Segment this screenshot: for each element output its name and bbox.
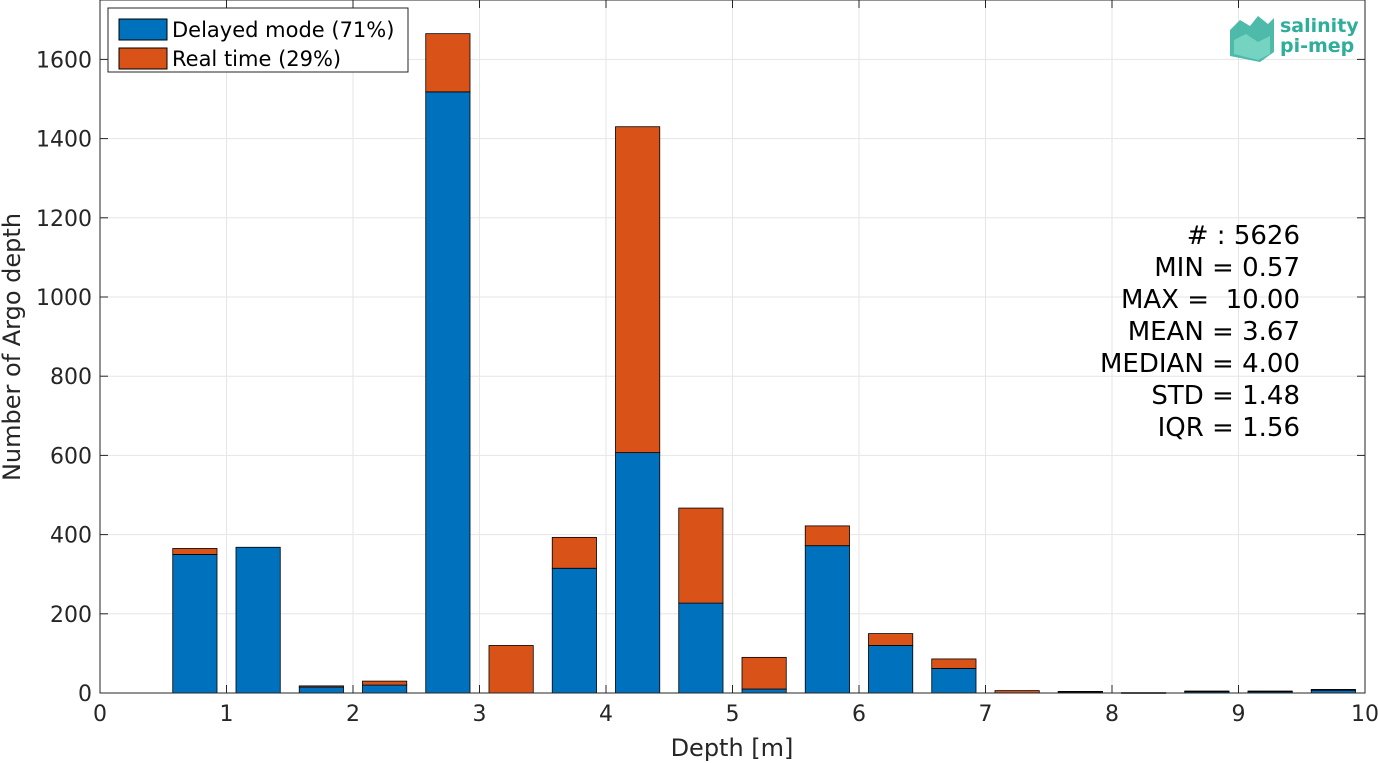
bar-real-time [931, 658, 977, 669]
bar-real-time [615, 126, 661, 454]
y-tick-label: 0 [78, 682, 92, 707]
x-tick-label: 0 [93, 702, 107, 727]
bar-delayed-mode [362, 684, 408, 694]
y-tick-label: 1000 [36, 286, 92, 311]
bar-real-time [425, 33, 471, 93]
bar-delayed-mode [804, 545, 850, 694]
x-tick-label: 8 [1105, 702, 1119, 727]
bar-delayed-mode [551, 567, 597, 694]
bar-delayed-mode [868, 645, 914, 694]
logo-text-pimep: pi-mep [1280, 35, 1354, 57]
x-tick-label: 2 [346, 702, 360, 727]
legend-label-delayed-mode: Delayed mode (71%) [172, 18, 394, 42]
y-tick-label: 1400 [36, 128, 92, 153]
y-axis-ticks: 0 200 400 600 800 1000 1200 1400 1600 [36, 48, 1365, 707]
bar-delayed-mode [741, 688, 787, 694]
bar-delayed-mode [425, 91, 471, 694]
bar-real-time [1057, 691, 1103, 693]
bar-real-time [362, 680, 408, 686]
stat-count: # : 5626 [1187, 221, 1300, 251]
stat-median: MEDIAN = 4.00 [1100, 349, 1300, 379]
legend-swatch-delayed-mode [118, 18, 168, 41]
bar-real-time [868, 633, 914, 646]
legend: Delayed mode (71%) Real time (29%) [107, 7, 409, 73]
statistics-annotation: # : 5626 MIN = 0.57 MAX = 10.00 MEAN = 3… [1100, 221, 1300, 443]
x-tick-label: 5 [726, 702, 740, 727]
x-tick-label: 6 [852, 702, 866, 727]
stat-max: MAX = 10.00 [1121, 285, 1300, 315]
x-tick-label: 10 [1351, 702, 1378, 727]
bar-real-time [804, 525, 850, 547]
x-tick-label: 7 [979, 702, 993, 727]
y-tick-label: 1200 [36, 207, 92, 232]
bar-real-time [298, 685, 344, 688]
bar-real-time [172, 548, 218, 555]
y-axis-label: Number of Argo depth [0, 213, 26, 481]
y-tick-label: 800 [50, 365, 92, 390]
bar-delayed-mode [678, 602, 724, 694]
stat-std: STD = 1.48 [1151, 381, 1300, 411]
bars-group [172, 33, 1356, 694]
x-axis-ticks: 0 1 2 3 4 5 6 7 8 9 10 [93, 0, 1378, 727]
bar-delayed-mode [172, 554, 218, 694]
y-tick-label: 600 [50, 444, 92, 469]
bar-delayed-mode [235, 546, 281, 694]
logo-text-salinity: salinity [1280, 15, 1359, 37]
bar-delayed-mode [615, 452, 661, 694]
legend-label-real-time: Real time (29%) [172, 47, 341, 71]
y-tick-label: 200 [50, 603, 92, 628]
x-tick-label: 9 [1232, 702, 1246, 727]
bar-real-time [1184, 690, 1230, 693]
bar-real-time [551, 536, 597, 569]
bar-real-time [488, 645, 534, 694]
bar-real-time [678, 507, 724, 604]
bar-real-time [1247, 690, 1293, 693]
bar-delayed-mode [298, 686, 344, 694]
x-tick-label: 1 [220, 702, 234, 727]
bar-real-time [1310, 689, 1356, 691]
x-tick-label: 3 [473, 702, 487, 727]
x-tick-label: 4 [599, 702, 613, 727]
legend-swatch-real-time [118, 47, 168, 70]
wave-logo-highlight-icon [1234, 34, 1270, 60]
stat-min: MIN = 0.57 [1154, 253, 1300, 283]
stat-mean: MEAN = 3.67 [1128, 317, 1300, 347]
bar-real-time [741, 656, 787, 690]
bar-delayed-mode [931, 668, 977, 694]
stat-iqr: IQR = 1.56 [1158, 413, 1300, 443]
y-tick-label: 400 [50, 524, 92, 549]
x-axis-label: Depth [m] [671, 734, 794, 762]
salinity-pimep-logo: salinity pi-mep [1230, 15, 1359, 62]
y-tick-label: 1600 [36, 48, 92, 73]
